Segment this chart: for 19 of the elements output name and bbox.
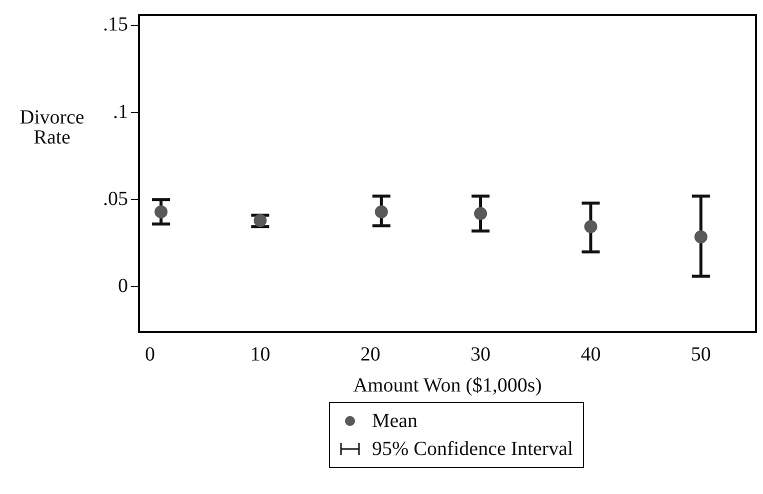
y-tick-label: 0 <box>118 274 128 297</box>
x-tick-label: 30 <box>470 343 491 366</box>
x-tick-label: 0 <box>145 343 156 366</box>
legend-label: Mean <box>372 409 418 434</box>
point <box>584 220 598 234</box>
y-axis-title: Divorce Rate <box>20 106 84 148</box>
text: 95% Confidence Interval <box>372 437 574 462</box>
point <box>374 205 388 218</box>
x-tick-label: 40 <box>580 343 601 366</box>
point <box>154 205 168 218</box>
x-tick-label: 10 <box>250 343 270 366</box>
x-tick-label: 50 <box>690 343 711 366</box>
y-tick-label: .05 <box>103 188 128 210</box>
point <box>694 230 708 244</box>
point <box>474 207 488 220</box>
x-axis-title: Amount Won ($1,000s) <box>353 374 542 396</box>
y-tick-label: .15 <box>103 14 128 36</box>
y-tick-label: .1 <box>113 100 128 123</box>
x-tick-label: 20 <box>360 343 380 366</box>
